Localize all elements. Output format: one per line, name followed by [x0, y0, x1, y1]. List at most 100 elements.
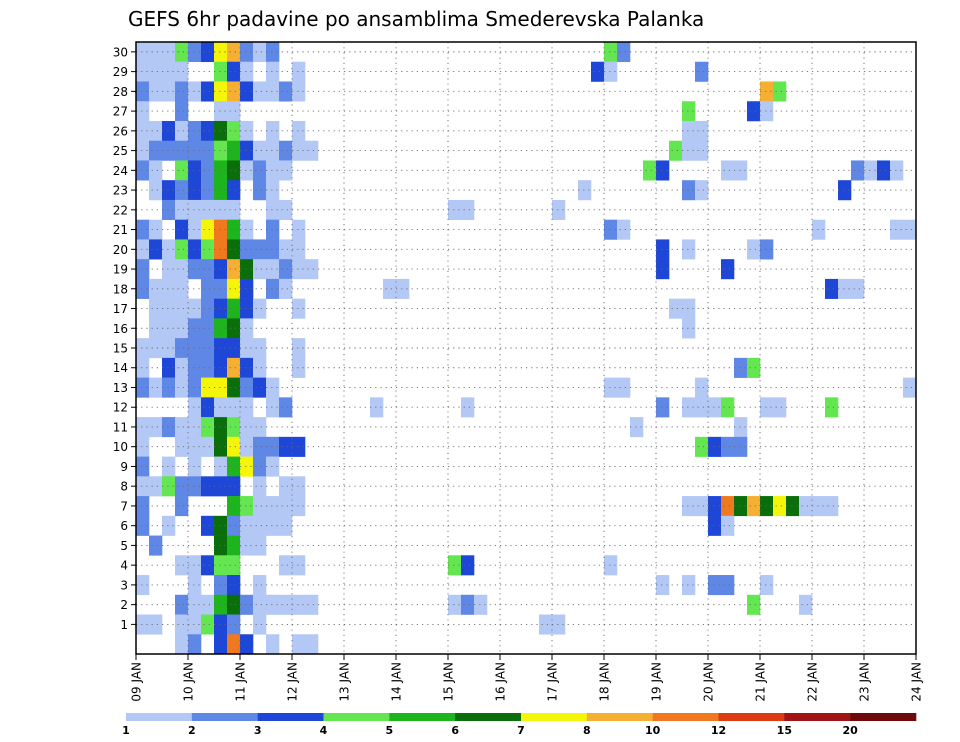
- cell-m22-t25: [461, 199, 475, 220]
- cell-m29-t36: [604, 61, 618, 82]
- cell-m24-t3: [175, 160, 189, 181]
- legend-tick-label: 2: [188, 724, 196, 737]
- cell-m28-t48: [760, 81, 774, 102]
- cell-m21-t5: [201, 219, 215, 240]
- cell-m20-t0: [136, 239, 150, 260]
- cell-m30-t7: [227, 42, 241, 63]
- y-tick-label: 15: [113, 342, 128, 356]
- cell-m28-t12: [292, 81, 306, 102]
- cell-m24-t57: [877, 160, 891, 181]
- cell-m16-t4: [188, 318, 202, 339]
- cell-m18-t2: [162, 278, 176, 299]
- cell-m2-t24: [448, 594, 462, 615]
- cell-m0-t10: [266, 634, 280, 655]
- cell-m24-t0: [136, 160, 150, 181]
- x-tick-label: 09 JAN: [130, 662, 144, 702]
- cell-m9-t6: [214, 456, 228, 477]
- cell-m7-t53: [825, 496, 839, 517]
- x-tick-label: 11 JAN: [234, 662, 248, 702]
- cell-m14-t6: [214, 357, 228, 378]
- y-axis-member-ticks: 1234567891011121314151617181920212223242…: [113, 45, 136, 632]
- grid-lines: [136, 42, 916, 654]
- cell-m0-t3: [175, 634, 189, 655]
- y-tick-label: 9: [120, 460, 128, 474]
- legend-tick-label: 3: [254, 724, 262, 737]
- cell-m3-t42: [682, 575, 696, 596]
- cell-m2-t9: [253, 594, 267, 615]
- cell-m13-t8: [240, 377, 254, 398]
- cell-m13-t7: [227, 377, 241, 398]
- cell-m27-t47: [747, 101, 761, 122]
- cell-m5-t6: [214, 535, 228, 556]
- cell-m29-t7: [227, 61, 241, 82]
- cell-m12-t11: [279, 397, 293, 418]
- legend-tick-label: 10: [645, 724, 661, 737]
- cell-m0-t7: [227, 634, 241, 655]
- legend-swatch: [126, 713, 193, 721]
- cell-m18-t6: [214, 278, 228, 299]
- cell-m23-t42: [682, 180, 696, 201]
- cell-m18-t1: [149, 278, 163, 299]
- cell-m25-t1: [149, 140, 163, 161]
- cell-m12-t18: [370, 397, 384, 418]
- cell-m11-t38: [630, 417, 644, 438]
- cell-m17-t7: [227, 298, 241, 319]
- cell-m14-t2: [162, 357, 176, 378]
- cell-m23-t1: [149, 180, 163, 201]
- cell-m2-t11: [279, 594, 293, 615]
- cell-m18-t8: [240, 278, 254, 299]
- legend-tick-label: 7: [517, 724, 525, 737]
- cell-m30-t3: [175, 42, 189, 63]
- cell-m22-t4: [188, 199, 202, 220]
- cell-m12-t45: [721, 397, 735, 418]
- cell-m7-t43: [695, 496, 709, 517]
- cell-m10-t7: [227, 436, 241, 457]
- cell-m21-t3: [175, 219, 189, 240]
- cell-m30-t0: [136, 42, 150, 63]
- cell-m18-t53: [825, 278, 839, 299]
- cell-m22-t3: [175, 199, 189, 220]
- cell-m29-t12: [292, 61, 306, 82]
- cell-m10-t43: [695, 436, 709, 457]
- cell-m25-t0: [136, 140, 150, 161]
- cell-m23-t7: [227, 180, 241, 201]
- legend-tick-label: 5: [386, 724, 394, 737]
- cell-m6-t7: [227, 515, 241, 536]
- cell-m21-t12: [292, 219, 306, 240]
- cell-m12-t49: [773, 397, 787, 418]
- x-tick-label: 22 JAN: [806, 662, 820, 702]
- cell-m28-t7: [227, 81, 241, 102]
- cell-m8-t7: [227, 476, 241, 497]
- legend-swatch: [389, 713, 456, 721]
- cell-m10-t12: [292, 436, 306, 457]
- cell-m11-t4: [188, 417, 202, 438]
- cell-m2-t47: [747, 594, 761, 615]
- cell-m10-t44: [708, 436, 722, 457]
- legend-swatch: [586, 713, 653, 721]
- cell-m8-t3: [175, 476, 189, 497]
- cell-m19-t12: [292, 259, 306, 280]
- y-tick-label: 16: [113, 322, 128, 336]
- cell-m13-t1: [149, 377, 163, 398]
- cell-m27-t7: [227, 101, 241, 122]
- cell-m13-t37: [617, 377, 631, 398]
- cell-m16-t1: [149, 318, 163, 339]
- cell-m10-t9: [253, 436, 267, 457]
- cell-m7-t49: [773, 496, 787, 517]
- cell-m20-t11: [279, 239, 293, 260]
- cell-m20-t10: [266, 239, 280, 260]
- cell-m30-t1: [149, 42, 163, 63]
- cell-m19-t3: [175, 259, 189, 280]
- cell-m1-t0: [136, 614, 150, 635]
- cell-m21-t7: [227, 219, 241, 240]
- cell-m26-t43: [695, 120, 709, 142]
- cell-m22-t10: [266, 199, 280, 220]
- cell-m24-t11: [279, 160, 293, 181]
- cell-m20-t6: [214, 239, 228, 260]
- legend-swatch: [521, 713, 588, 721]
- y-tick-label: 5: [120, 539, 128, 553]
- cell-m5-t7: [227, 535, 241, 556]
- cell-m30-t36: [604, 42, 618, 63]
- cell-m22-t32: [552, 199, 566, 220]
